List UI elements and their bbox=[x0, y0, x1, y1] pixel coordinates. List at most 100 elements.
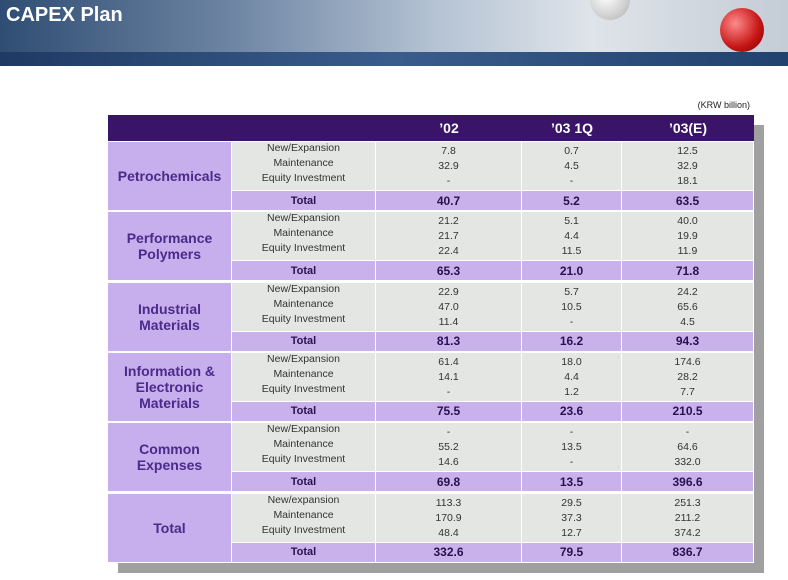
total-label: Total bbox=[232, 401, 375, 421]
item-value: 7.8 bbox=[441, 145, 456, 157]
item-value: 47.0 bbox=[438, 300, 459, 313]
item-value: 14.6 bbox=[438, 456, 459, 469]
item-value: 11.9 bbox=[677, 245, 698, 258]
item-value: - bbox=[446, 385, 451, 398]
value-cell: 29.5 37.3 12.7 bbox=[522, 493, 621, 542]
value-cell: 0.7 4.5 - bbox=[522, 142, 621, 190]
item-value: 251.3 bbox=[674, 496, 701, 509]
item-value: 29.5 bbox=[561, 496, 582, 509]
total-label: Total bbox=[232, 472, 375, 492]
value-cell: 61.4 14.1 - bbox=[376, 352, 521, 401]
item-value: 55.2 bbox=[438, 441, 459, 454]
total-value: 81.3 bbox=[376, 331, 521, 351]
item-value: 22.9 bbox=[438, 285, 459, 298]
item-value: - bbox=[685, 426, 690, 439]
item-label: Equity Investment bbox=[261, 382, 346, 395]
column-header: ’03(E) bbox=[622, 115, 754, 141]
total-value: 396.6 bbox=[622, 472, 753, 492]
item-value: 5.1 bbox=[564, 215, 579, 228]
item-value: - bbox=[569, 315, 574, 328]
item-value: 174.6 bbox=[674, 355, 701, 368]
item-label: Equity Investment bbox=[261, 523, 346, 536]
total-value: 79.5 bbox=[522, 542, 621, 562]
value-cell: 113.3 170.9 48.4 bbox=[376, 493, 521, 542]
total-label: Total bbox=[232, 191, 375, 210]
value-cell: - 64.6 332.0 bbox=[622, 423, 753, 472]
total-label: Total bbox=[232, 261, 375, 281]
item-value: 11.4 bbox=[438, 315, 459, 328]
item-label: Equity Investment bbox=[261, 453, 346, 466]
item-value: 32.9 bbox=[438, 160, 459, 172]
item-label: New/Expansion bbox=[267, 212, 340, 225]
item-value: 40.0 bbox=[677, 215, 698, 228]
item-value: 18.0 bbox=[561, 355, 582, 368]
total-value: 836.7 bbox=[622, 542, 753, 562]
value-cell: 21.2 21.7 22.4 bbox=[376, 212, 521, 261]
decoration bbox=[720, 8, 764, 52]
item-value: - bbox=[569, 426, 574, 439]
item-value: 18.1 bbox=[677, 175, 698, 187]
item-value: 28.2 bbox=[677, 370, 698, 383]
value-cell: 5.1 4.4 11.5 bbox=[522, 212, 621, 261]
item-value: 5.7 bbox=[564, 285, 579, 298]
item-value: 11.5 bbox=[561, 245, 582, 258]
group-label: Total bbox=[108, 493, 231, 562]
value-cell: 40.0 19.9 11.9 bbox=[622, 212, 753, 261]
item-label: New/Expansion bbox=[267, 423, 340, 436]
column-header: ’02 bbox=[376, 115, 522, 141]
total-value: 16.2 bbox=[522, 331, 621, 351]
item-value: 0.7 bbox=[564, 145, 579, 157]
value-cell: 12.5 32.9 18.1 bbox=[622, 142, 753, 190]
item-value: 170.9 bbox=[435, 511, 462, 524]
slide-title: CAPEX Plan bbox=[6, 4, 123, 26]
item-cell: New/Expansion Maintenance Equity Investmen… bbox=[232, 142, 375, 190]
value-cell: - 55.2 14.6 bbox=[376, 423, 521, 472]
total-label: Total bbox=[232, 331, 375, 351]
item-cell: New/Expansion Maintenance Equity Investmen… bbox=[232, 282, 375, 331]
item-value: 32.9 bbox=[677, 160, 698, 172]
item-label: Maintenance bbox=[273, 367, 334, 380]
group-label: Industrial Materials bbox=[108, 282, 231, 351]
item-value: 64.6 bbox=[677, 441, 698, 454]
item-value: - bbox=[446, 175, 451, 187]
total-value: 23.6 bbox=[522, 401, 621, 421]
item-label: Maintenance bbox=[273, 508, 334, 521]
item-label: New/expansion bbox=[267, 493, 340, 506]
item-value: 21.2 bbox=[438, 215, 459, 228]
item-value: 10.5 bbox=[561, 300, 582, 313]
total-value: 69.8 bbox=[376, 472, 521, 492]
item-label: Equity Investment bbox=[261, 312, 346, 325]
item-value: 4.5 bbox=[680, 315, 695, 328]
item-value: 65.6 bbox=[677, 300, 698, 313]
item-cell: New/Expansion Maintenance Equity Investmen… bbox=[232, 423, 375, 472]
item-value: 24.2 bbox=[677, 285, 698, 298]
item-value: 13.5 bbox=[561, 441, 582, 454]
total-value: 21.0 bbox=[522, 261, 621, 281]
item-cell: New/Expansion Maintenance Equity Investmen… bbox=[232, 352, 375, 401]
group-label: Petrochemicals bbox=[108, 142, 231, 210]
total-value: 5.2 bbox=[522, 191, 621, 210]
item-label: Maintenance bbox=[273, 157, 334, 169]
total-value: 13.5 bbox=[522, 472, 621, 492]
item-value: 113.3 bbox=[435, 496, 462, 509]
item-value: 48.4 bbox=[438, 526, 459, 539]
item-value: - bbox=[446, 426, 451, 439]
item-value: 12.5 bbox=[677, 145, 698, 157]
capex-table: ’02’03 1Q ’03(E) Petrochemicals New/Expansi… bbox=[108, 115, 754, 563]
item-label: New/Expansion bbox=[267, 282, 340, 295]
item-label: New/Expansion bbox=[267, 352, 340, 365]
item-value: 4.5 bbox=[564, 160, 579, 172]
item-value: 1.2 bbox=[564, 385, 579, 398]
decoration bbox=[590, 0, 630, 20]
banner-shade bbox=[0, 52, 788, 66]
item-cell: New/expansion Maintenance Equity Investmen… bbox=[232, 493, 375, 542]
value-cell: 174.6 28.2 7.7 bbox=[622, 352, 753, 401]
total-value: 210.5 bbox=[622, 401, 753, 421]
value-cell: 22.9 47.0 11.4 bbox=[376, 282, 521, 331]
value-cell: 7.8 32.9 - bbox=[376, 142, 521, 190]
total-value: 65.3 bbox=[376, 261, 521, 281]
item-value: 21.7 bbox=[438, 230, 459, 243]
item-label: Equity Investment bbox=[261, 172, 346, 184]
header-cell bbox=[108, 115, 376, 141]
